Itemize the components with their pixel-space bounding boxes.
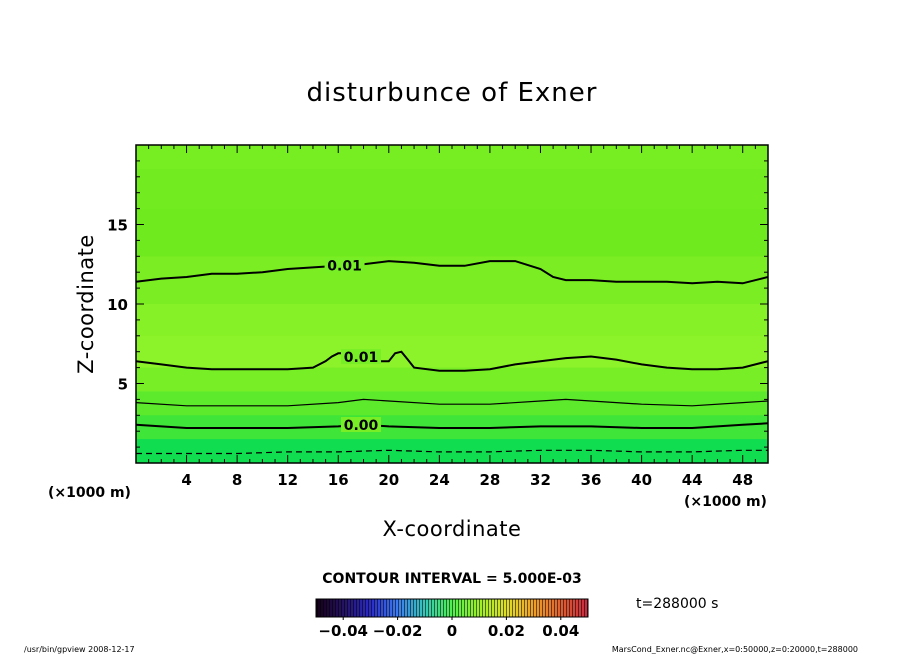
x-tick-label: 16 (328, 471, 349, 489)
contour-label-bg (324, 257, 365, 273)
colorbar-tick-label: −0.02 (373, 622, 423, 640)
y-tick-label: 10 (107, 296, 128, 314)
x-tick-label: 8 (232, 471, 242, 489)
contour-label: 0.01 (344, 350, 379, 366)
contour-line (136, 422, 768, 429)
contour-label: 0.00 (344, 418, 379, 434)
y-tick-label: 5 (118, 376, 128, 394)
x-tick-label: 48 (732, 471, 753, 489)
contour-lines (136, 260, 768, 455)
x-tick-label: 12 (277, 471, 298, 489)
contour-line (136, 260, 768, 285)
fill-band (136, 145, 768, 170)
fill-band (136, 335, 768, 369)
x-unit-left: (×1000 m) (48, 485, 131, 501)
colorbar-ticks: −0.04 −0.02 0 0.02 0.04 (318, 617, 579, 640)
fill-band (136, 208, 768, 258)
x-tick-label: 4 (181, 471, 191, 489)
x-tick-label: 28 (479, 471, 500, 489)
x-unit-right: (×1000 m) (684, 494, 767, 510)
fill-band (136, 168, 768, 210)
contour-line (136, 350, 768, 372)
x-tick-label: 44 (682, 471, 703, 489)
footer-right: MarsCond_Exner.nc@Exner,x=0:50000,z=0:20… (612, 645, 858, 654)
x-axis-ticks: 4 8 12 16 20 24 28 32 36 40 44 48 (135, 145, 769, 489)
x-tick-label: 20 (378, 471, 399, 489)
x-tick-label: 24 (429, 471, 450, 489)
colorbar-tick-label: 0.04 (542, 622, 579, 640)
time-stamp: t=288000 s (636, 596, 718, 612)
colorbar-tick-label: 0.02 (488, 622, 525, 640)
colorbar-tick-label: 0 (447, 622, 457, 640)
contour-line (136, 398, 768, 407)
contour-label-bg (340, 416, 381, 432)
colorbar-tick-label: −0.04 (318, 622, 368, 640)
x-tick-label: 40 (631, 471, 652, 489)
shaded-field (136, 145, 768, 463)
x-tick-label: 32 (530, 471, 551, 489)
fill-band (136, 304, 768, 337)
contour-label: 0.01 (327, 258, 362, 274)
y-tick-label: 15 (107, 217, 128, 235)
contour-labels: 0.01 0.01 0.00 (324, 257, 381, 434)
y-axis-ticks: 5 10 15 (107, 144, 768, 464)
fill-band (136, 256, 768, 305)
fill-band (136, 439, 768, 463)
colorbar-stripes (316, 599, 588, 617)
x-tick-label: 36 (581, 471, 602, 489)
contour-label-bg (340, 349, 381, 365)
footer-left: /usr/bin/gpview 2008-12-17 (24, 645, 135, 654)
y-axis-label: Z-coordinate (74, 234, 98, 374)
x-axis-label: X-coordinate (383, 517, 522, 541)
chart-title: disturbunce of Exner (307, 78, 598, 108)
contour-interval-note: CONTOUR INTERVAL = 5.000E-03 (322, 571, 581, 587)
